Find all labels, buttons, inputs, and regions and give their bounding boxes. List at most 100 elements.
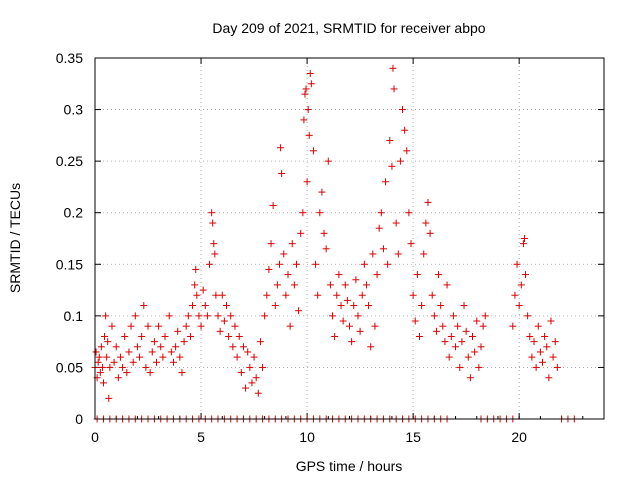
plot-frame: [94, 57, 605, 420]
data-point: [96, 369, 104, 377]
data-point: [469, 332, 477, 340]
data-point: [157, 343, 165, 351]
data-point: [386, 137, 394, 145]
data-point: [125, 348, 133, 356]
data-point: [189, 302, 197, 310]
data-point: [348, 338, 356, 346]
data-point: [316, 209, 324, 217]
data-point: [297, 229, 305, 237]
data-point: [415, 332, 423, 340]
data-point: [367, 343, 375, 351]
data-point: [259, 363, 267, 371]
data-point: [304, 106, 312, 114]
data-point: [263, 291, 271, 299]
data-point: [458, 338, 466, 346]
data-point: [551, 338, 559, 346]
data-point: [209, 219, 217, 227]
data-point: [182, 322, 190, 330]
data-point: [150, 338, 158, 346]
data-point: [235, 332, 243, 340]
data-point: [522, 271, 530, 279]
y-tick-label: 0.35: [56, 50, 83, 66]
y-tick-label: 0.15: [56, 256, 83, 272]
data-point: [547, 317, 555, 325]
data-point: [271, 302, 279, 310]
data-point: [278, 170, 286, 178]
data-point: [106, 363, 114, 371]
data-point: [343, 296, 351, 304]
data-point: [97, 343, 105, 351]
data-point: [409, 291, 417, 299]
data-point: [208, 209, 216, 217]
data-point: [244, 348, 252, 356]
data-point: [443, 281, 451, 289]
data-point: [288, 240, 296, 248]
data-point: [454, 322, 462, 330]
data-point: [534, 322, 542, 330]
data-point: [95, 353, 103, 361]
x-tick-label: 20: [511, 429, 527, 445]
data-point: [148, 348, 156, 356]
data-point: [346, 322, 353, 330]
data-point: [299, 209, 307, 217]
x-tick-labels: 0 5 10 15 20: [91, 429, 527, 445]
data-point: [337, 302, 345, 310]
data-point: [389, 64, 397, 72]
data-point: [286, 322, 294, 330]
data-point: [212, 291, 220, 299]
data-point: [176, 353, 184, 361]
data-point: [276, 260, 284, 268]
data-point: [138, 332, 146, 340]
data-point: [528, 353, 536, 361]
data-point: [541, 332, 549, 340]
data-point: [302, 85, 310, 93]
data-point: [193, 291, 201, 299]
data-point: [277, 144, 285, 152]
data-point: [282, 291, 290, 299]
data-point: [174, 327, 182, 335]
data-point: [239, 343, 247, 351]
data-point: [231, 322, 239, 330]
data-point: [375, 224, 383, 232]
data-point: [329, 312, 337, 320]
data-point: [267, 240, 275, 248]
data-point: [123, 369, 131, 377]
data-point: [471, 348, 479, 356]
data-point: [464, 353, 472, 361]
data-point: [432, 327, 440, 335]
data-point: [101, 332, 109, 340]
data-point: [184, 312, 192, 320]
data-point: [314, 291, 322, 299]
data-point: [116, 353, 124, 361]
data-point: [335, 271, 343, 279]
data-point: [242, 384, 250, 392]
data-point: [227, 312, 235, 320]
data-point: [379, 245, 387, 253]
x-tick-label: 5: [197, 429, 205, 445]
data-point: [350, 302, 358, 310]
data-point: [256, 338, 264, 346]
y-axis-label: SRMTID / TECUs: [7, 183, 23, 293]
data-point: [445, 353, 453, 361]
data-point: [94, 358, 102, 366]
data-point: [530, 338, 538, 346]
data-point: [545, 374, 553, 382]
data-point: [320, 229, 328, 237]
data-point: [290, 281, 298, 289]
data-point: [131, 312, 139, 320]
data-point: [424, 198, 432, 206]
data-point: [411, 317, 419, 325]
data-point: [305, 131, 313, 139]
data-point: [341, 281, 349, 289]
data-point: [250, 353, 258, 361]
data-point: [309, 147, 317, 155]
data-point: [362, 281, 370, 289]
data-point: [284, 271, 292, 279]
data-point: [201, 302, 209, 310]
data-point: [520, 235, 528, 242]
data-point: [225, 332, 233, 340]
data-point: [536, 348, 544, 356]
data-point: [524, 312, 532, 320]
data-point: [199, 286, 207, 294]
data-point: [339, 317, 347, 325]
